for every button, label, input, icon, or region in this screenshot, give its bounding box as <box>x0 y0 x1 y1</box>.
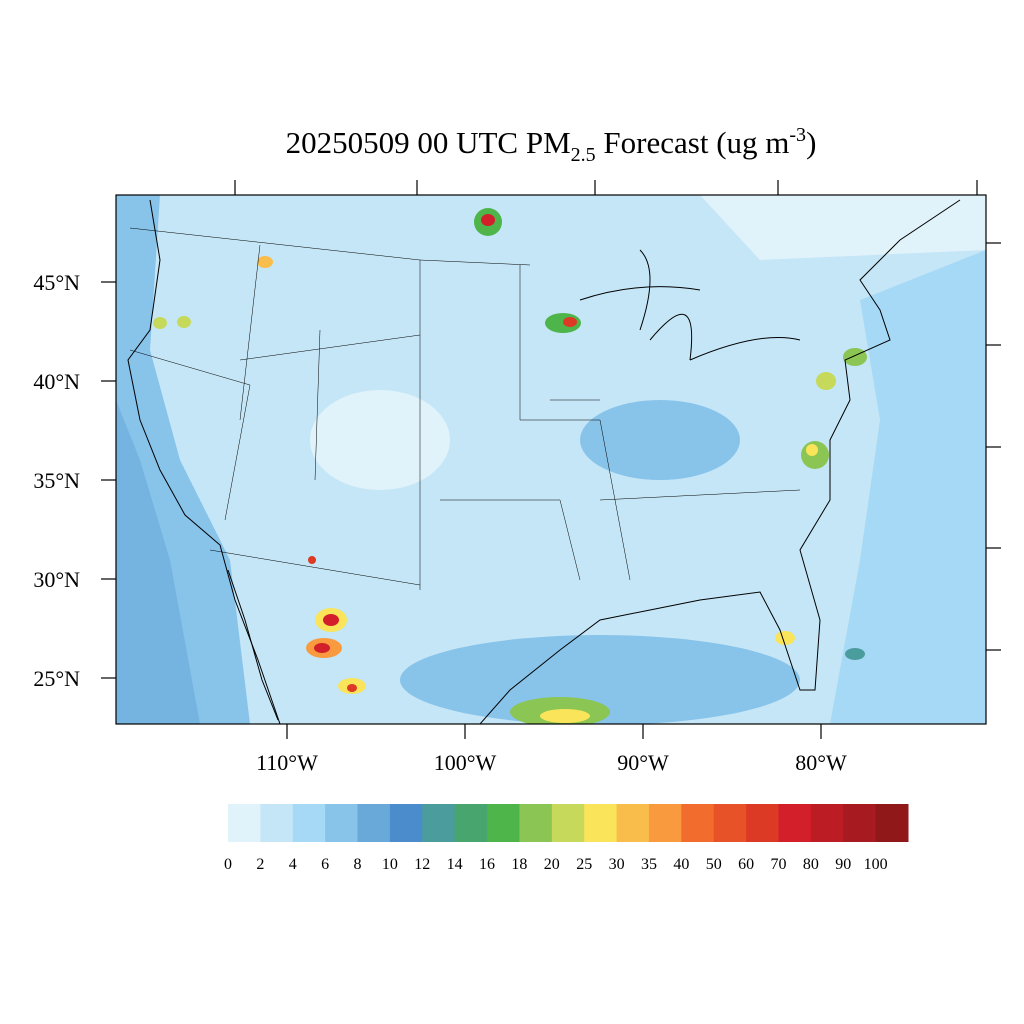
state-borders <box>129 227 801 590</box>
colorbar-box <box>616 804 650 842</box>
title-text: 20250509 00 UTC PM <box>286 125 571 160</box>
colorbar-label: 60 <box>738 856 754 873</box>
colorbar-label: 2 <box>256 856 264 873</box>
colorbar-box <box>843 804 877 842</box>
colorbar-label: 8 <box>354 856 362 873</box>
canada-field <box>300 195 986 260</box>
lon-label: 90°W <box>617 750 669 775</box>
colorbar-box <box>875 804 909 842</box>
colorbar-label: 16 <box>479 856 495 873</box>
lat-label: 35°N <box>33 468 80 493</box>
gulf-field <box>540 709 590 723</box>
title-text: Forecast (ug m <box>596 125 790 160</box>
lat-label: 40°N <box>33 369 80 394</box>
lat-label: 30°N <box>33 567 80 592</box>
map-frame <box>115 194 987 725</box>
colorbar-label: 70 <box>770 856 786 873</box>
colorbar-label: 20 <box>544 856 560 873</box>
colorbar-label: 40 <box>673 856 689 873</box>
colorbar-box <box>648 804 682 842</box>
colorbar-label: 4 <box>289 856 297 873</box>
colorbar-box <box>681 804 715 842</box>
colorbar-label: 30 <box>609 856 625 873</box>
lat-label: 45°N <box>33 270 80 295</box>
colorbar-box <box>746 804 779 842</box>
colorbar-box <box>228 804 261 842</box>
colorbar-box <box>389 804 423 842</box>
colorbar-box <box>810 804 844 842</box>
colorbar-box <box>487 804 520 842</box>
lon-label: 80°W <box>795 750 847 775</box>
colorbar-label: 0 <box>224 856 232 873</box>
colorbar-label: 14 <box>447 856 463 873</box>
colorbar-label: 80 <box>803 856 819 873</box>
colorbar-box <box>713 804 747 842</box>
atlantic-field <box>830 250 986 724</box>
ohio-field <box>580 400 740 480</box>
lat-label: 25°N <box>33 666 80 691</box>
colorbar-label: 6 <box>321 856 329 873</box>
lon-label: 110°W <box>256 750 318 775</box>
colorbar-label: 12 <box>414 856 430 873</box>
colorbar-box <box>260 804 294 842</box>
pacific-field <box>116 400 200 724</box>
colorbar-label: 50 <box>706 856 722 873</box>
colorbar-box <box>422 804 456 842</box>
colorbar-box <box>584 804 618 842</box>
map-field <box>116 195 986 724</box>
field-background <box>116 195 986 724</box>
colorbar-label: 18 <box>511 856 527 873</box>
colorbar-label: 100 <box>864 856 888 873</box>
colorbar-box <box>454 804 488 842</box>
rockies-field <box>310 390 450 490</box>
colorbar-box <box>325 804 359 842</box>
colorbar-box <box>551 804 585 842</box>
title-text: ) <box>806 125 816 160</box>
map-title: 20250509 00 UTC PM2.5 Forecast (ug m-3) <box>286 124 817 166</box>
colorbar-label: 10 <box>382 856 398 873</box>
title-superscript: -3 <box>789 124 806 146</box>
colorbar-label: 90 <box>835 856 851 873</box>
colorbar-label: 35 <box>641 856 657 873</box>
lon-label: 100°W <box>434 750 497 775</box>
colorbar-box <box>778 804 812 842</box>
colorbar-label: 25 <box>576 856 592 873</box>
colorbar-box <box>519 804 553 842</box>
title-subscript: 2.5 <box>571 144 596 166</box>
frame-ticks <box>234 180 1001 651</box>
colorbar-box <box>357 804 391 842</box>
hotspots <box>153 208 867 694</box>
colorbar-box <box>292 804 326 842</box>
coastlines <box>127 199 961 724</box>
